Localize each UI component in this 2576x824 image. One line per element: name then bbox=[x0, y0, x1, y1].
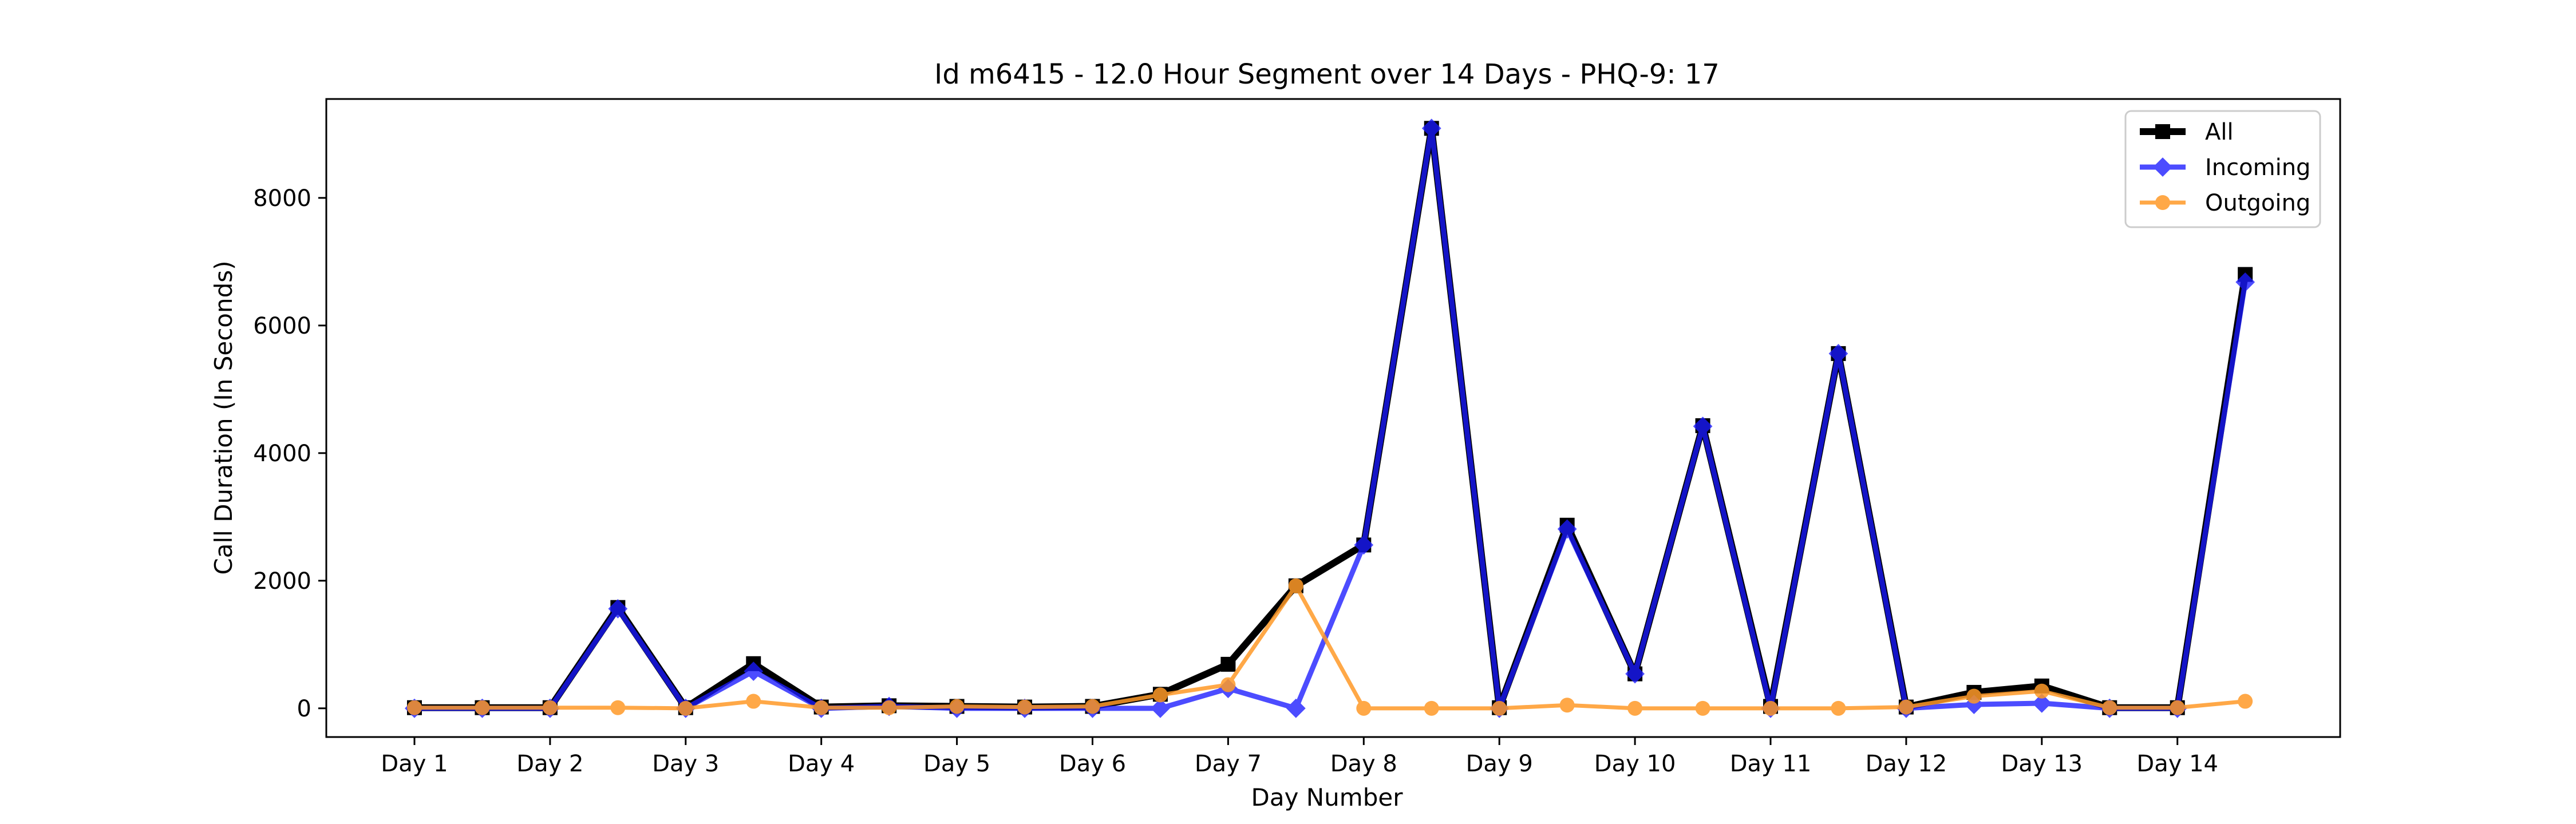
x-tick-label: Day 9 bbox=[1466, 751, 1533, 777]
y-tick-label: 8000 bbox=[253, 185, 311, 212]
y-tick-label: 6000 bbox=[253, 313, 311, 339]
legend-marker bbox=[2155, 124, 2170, 139]
data-point-incoming bbox=[1286, 698, 1306, 718]
legend-entry-all bbox=[2140, 124, 2186, 139]
series-incoming bbox=[405, 118, 2255, 718]
legend-box bbox=[2124, 110, 2321, 228]
data-point-outgoing bbox=[1085, 699, 1100, 714]
data-point-outgoing bbox=[1424, 700, 1439, 716]
data-point-outgoing bbox=[1288, 578, 1303, 593]
data-point-outgoing bbox=[406, 700, 422, 715]
legend-marker bbox=[2155, 195, 2170, 210]
data-point-incoming bbox=[1557, 519, 1577, 539]
data-point-all bbox=[1220, 656, 1236, 672]
data-point-outgoing bbox=[813, 700, 829, 715]
data-point-outgoing bbox=[2238, 694, 2253, 709]
data-point-outgoing bbox=[1627, 700, 1643, 716]
y-tick-label: 0 bbox=[297, 696, 311, 722]
x-tick-label: Day 4 bbox=[788, 751, 855, 777]
data-point-outgoing bbox=[2102, 700, 2117, 715]
chart-title: Id m6415 - 12.0 Hour Segment over 14 Day… bbox=[934, 58, 1720, 90]
series-outgoing bbox=[406, 578, 2253, 716]
data-point-incoming bbox=[744, 661, 764, 682]
y-axis-label: Call Duration (In Seconds) bbox=[210, 260, 238, 575]
x-tick-label: Day 6 bbox=[1059, 751, 1126, 777]
data-point-outgoing bbox=[1152, 687, 1168, 703]
data-point-outgoing bbox=[1763, 700, 1779, 716]
data-point-incoming bbox=[1828, 343, 1848, 363]
data-point-outgoing bbox=[882, 700, 897, 715]
plot-area: Day 1 Day 2 Day 3 Day 4 Day 5 Day 6 Day 7 Day 8… bbox=[253, 98, 2341, 777]
data-point-incoming bbox=[2235, 272, 2255, 292]
legend-items: All Incoming Outgoing bbox=[2140, 119, 2310, 216]
data-point-outgoing bbox=[678, 700, 693, 716]
data-point-incoming bbox=[1625, 664, 1645, 684]
y-tick-label: 2000 bbox=[253, 568, 311, 595]
data-point-outgoing bbox=[1695, 700, 1710, 716]
x-tick-label: Day 13 bbox=[2001, 751, 2083, 777]
data-point-outgoing bbox=[2170, 700, 2185, 715]
data-point-outgoing bbox=[2034, 683, 2049, 699]
x-tick-label: Day 3 bbox=[652, 751, 719, 777]
series-layer bbox=[405, 118, 2255, 718]
plot-frame bbox=[325, 98, 2341, 738]
x-tick-label: Day 2 bbox=[516, 751, 583, 777]
x-tick-label: Day 10 bbox=[1594, 751, 1676, 777]
x-tick-label: Day 14 bbox=[2136, 751, 2218, 777]
data-point-outgoing bbox=[1898, 699, 1914, 715]
data-point-incoming bbox=[608, 599, 628, 619]
data-point-incoming bbox=[2032, 694, 2052, 713]
legend-marker bbox=[2153, 157, 2172, 177]
data-point-outgoing bbox=[746, 694, 761, 709]
data-point-incoming bbox=[1421, 118, 1441, 138]
y-axis-ticks: 0 2000 4000 6000 8000 bbox=[253, 185, 326, 722]
data-point-outgoing bbox=[1017, 699, 1033, 715]
data-point-outgoing bbox=[1831, 700, 1846, 716]
legend-label: Incoming bbox=[2205, 154, 2310, 181]
data-point-outgoing bbox=[1220, 677, 1236, 692]
data-point-outgoing bbox=[949, 699, 965, 714]
legend-label: Outgoing bbox=[2205, 190, 2310, 216]
legend-entry-outgoing bbox=[2140, 195, 2186, 210]
legend-label: All bbox=[2205, 119, 2234, 145]
x-tick-label: Day 11 bbox=[1730, 751, 1812, 777]
x-tick-label: Day 8 bbox=[1330, 751, 1397, 777]
y-tick-label: 4000 bbox=[253, 441, 311, 467]
data-point-outgoing bbox=[610, 700, 626, 715]
legend: All Incoming Outgoing bbox=[2124, 110, 2321, 228]
series-line-incoming bbox=[414, 125, 2248, 711]
x-tick-label: Day 12 bbox=[1866, 751, 1947, 777]
data-point-incoming bbox=[1354, 535, 1374, 555]
data-point-outgoing bbox=[1356, 700, 1372, 716]
data-point-incoming bbox=[1693, 417, 1713, 436]
data-point-outgoing bbox=[1559, 698, 1575, 713]
data-point-incoming bbox=[1151, 698, 1170, 718]
x-tick-label: Day 5 bbox=[923, 751, 990, 777]
legend-entry-incoming bbox=[2140, 157, 2186, 177]
x-axis-ticks: Day 1 Day 2 Day 3 Day 4 Day 5 Day 6 Day 7 Day 8… bbox=[381, 737, 2218, 777]
data-point-outgoing bbox=[475, 700, 490, 715]
data-point-outgoing bbox=[1966, 688, 1982, 704]
x-axis-label: Day Number bbox=[1251, 783, 1403, 811]
series-line-outgoing bbox=[414, 584, 2246, 711]
data-point-outgoing bbox=[542, 700, 558, 715]
data-point-outgoing bbox=[1492, 700, 1507, 716]
x-tick-label: Day 1 bbox=[381, 751, 448, 777]
x-tick-label: Day 7 bbox=[1195, 751, 1262, 777]
